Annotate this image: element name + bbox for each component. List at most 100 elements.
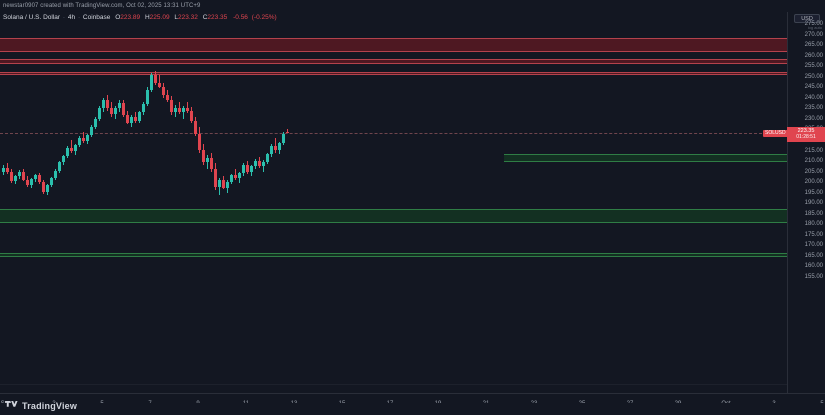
candle[interactable]	[154, 12, 157, 393]
candle[interactable]	[14, 12, 17, 393]
candle[interactable]	[238, 12, 241, 393]
candle-body	[210, 157, 213, 170]
candle[interactable]	[102, 12, 105, 393]
price-axis[interactable]: USD log auto 275.00 270.00 265.00 260.00 255…	[787, 12, 825, 393]
candle[interactable]	[286, 12, 289, 393]
candle[interactable]	[262, 12, 265, 393]
candle[interactable]	[18, 12, 21, 393]
candle[interactable]	[138, 12, 141, 393]
candle[interactable]	[94, 12, 97, 393]
zone-edge-bottom	[0, 73, 787, 75]
candle[interactable]	[82, 12, 85, 393]
candle[interactable]	[50, 12, 53, 393]
current-price-badge: 223.35 01:28:51	[787, 126, 825, 142]
candle[interactable]	[66, 12, 69, 393]
candle[interactable]	[34, 12, 37, 393]
price-plot-area[interactable]: SOLUSD	[0, 12, 787, 393]
watermark-text: newstar0907 created with TradingView.com…	[0, 0, 825, 12]
zone-edge-top	[0, 37, 787, 39]
candle[interactable]	[230, 12, 233, 393]
candle[interactable]	[254, 12, 257, 393]
candle[interactable]	[222, 12, 225, 393]
candle[interactable]	[2, 12, 5, 393]
legend-timeframe[interactable]: 4h	[67, 14, 76, 21]
candle[interactable]	[242, 12, 245, 393]
candle[interactable]	[130, 12, 133, 393]
candle[interactable]	[78, 12, 81, 393]
zone-support-1[interactable]	[0, 208, 787, 223]
candle[interactable]	[226, 12, 229, 393]
axis-mode-label[interactable]: log auto	[807, 25, 822, 30]
candle[interactable]	[54, 12, 57, 393]
candle[interactable]	[70, 12, 73, 393]
candle[interactable]	[106, 12, 109, 393]
candle[interactable]	[38, 12, 41, 393]
candle[interactable]	[234, 12, 237, 393]
candle[interactable]	[218, 12, 221, 393]
candle[interactable]	[22, 12, 25, 393]
candle[interactable]	[170, 12, 173, 393]
candle[interactable]	[158, 12, 161, 393]
candle[interactable]	[162, 12, 165, 393]
candle[interactable]	[274, 12, 277, 393]
candle[interactable]	[126, 12, 129, 393]
candle[interactable]	[166, 12, 169, 393]
candle[interactable]	[202, 12, 205, 393]
currency-badge[interactable]: USD	[794, 14, 820, 23]
zone-resistance-3[interactable]	[0, 72, 787, 75]
candle[interactable]	[134, 12, 137, 393]
tradingview-logo[interactable]: TradingView	[5, 401, 77, 411]
candle[interactable]	[42, 12, 45, 393]
candle[interactable]	[258, 12, 261, 393]
candle[interactable]	[86, 12, 89, 393]
zone-resistance-1[interactable]	[0, 37, 787, 52]
candle[interactable]	[110, 12, 113, 393]
candle[interactable]	[74, 12, 77, 393]
candle-body	[82, 137, 85, 142]
legend-exchange[interactable]: Coinbase	[82, 14, 111, 21]
candle[interactable]	[98, 12, 101, 393]
candle[interactable]	[206, 12, 209, 393]
candle-wick	[287, 129, 288, 133]
candle[interactable]	[26, 12, 29, 393]
candle[interactable]	[114, 12, 117, 393]
candle-body	[22, 171, 25, 180]
symbol-legend[interactable]: Solana / U.S. Dollar · 4h · Coinbase O22…	[3, 13, 277, 23]
price-tick: 260.00	[804, 52, 823, 59]
zone-support-3[interactable]	[503, 153, 787, 163]
zone-support-2[interactable]	[0, 252, 787, 258]
volume-separator	[0, 384, 787, 385]
candle[interactable]	[122, 12, 125, 393]
candle[interactable]	[246, 12, 249, 393]
candle[interactable]	[62, 12, 65, 393]
candle[interactable]	[58, 12, 61, 393]
candle[interactable]	[270, 12, 273, 393]
candle[interactable]	[146, 12, 149, 393]
candle[interactable]	[30, 12, 33, 393]
zone-resistance-2[interactable]	[0, 59, 787, 64]
candle[interactable]	[182, 12, 185, 393]
candle-body	[206, 157, 209, 163]
candle[interactable]	[150, 12, 153, 393]
candle[interactable]	[282, 12, 285, 393]
candle[interactable]	[142, 12, 145, 393]
candle[interactable]	[118, 12, 121, 393]
legend-low-value: 223.32	[178, 14, 198, 21]
chart-frame[interactable]: SOLUSD USD log auto 275.00 270.00 265.00 26…	[0, 12, 825, 415]
candle[interactable]	[6, 12, 9, 393]
legend-symbol[interactable]: Solana / U.S. Dollar	[3, 14, 61, 21]
candle[interactable]	[266, 12, 269, 393]
candle[interactable]	[278, 12, 281, 393]
candle[interactable]	[198, 12, 201, 393]
candle[interactable]	[214, 12, 217, 393]
candle[interactable]	[90, 12, 93, 393]
candle[interactable]	[194, 12, 197, 393]
candle[interactable]	[174, 12, 177, 393]
candle[interactable]	[250, 12, 253, 393]
candle[interactable]	[190, 12, 193, 393]
candle[interactable]	[46, 12, 49, 393]
candle[interactable]	[178, 12, 181, 393]
candle[interactable]	[186, 12, 189, 393]
candle[interactable]	[10, 12, 13, 393]
candle[interactable]	[210, 12, 213, 393]
